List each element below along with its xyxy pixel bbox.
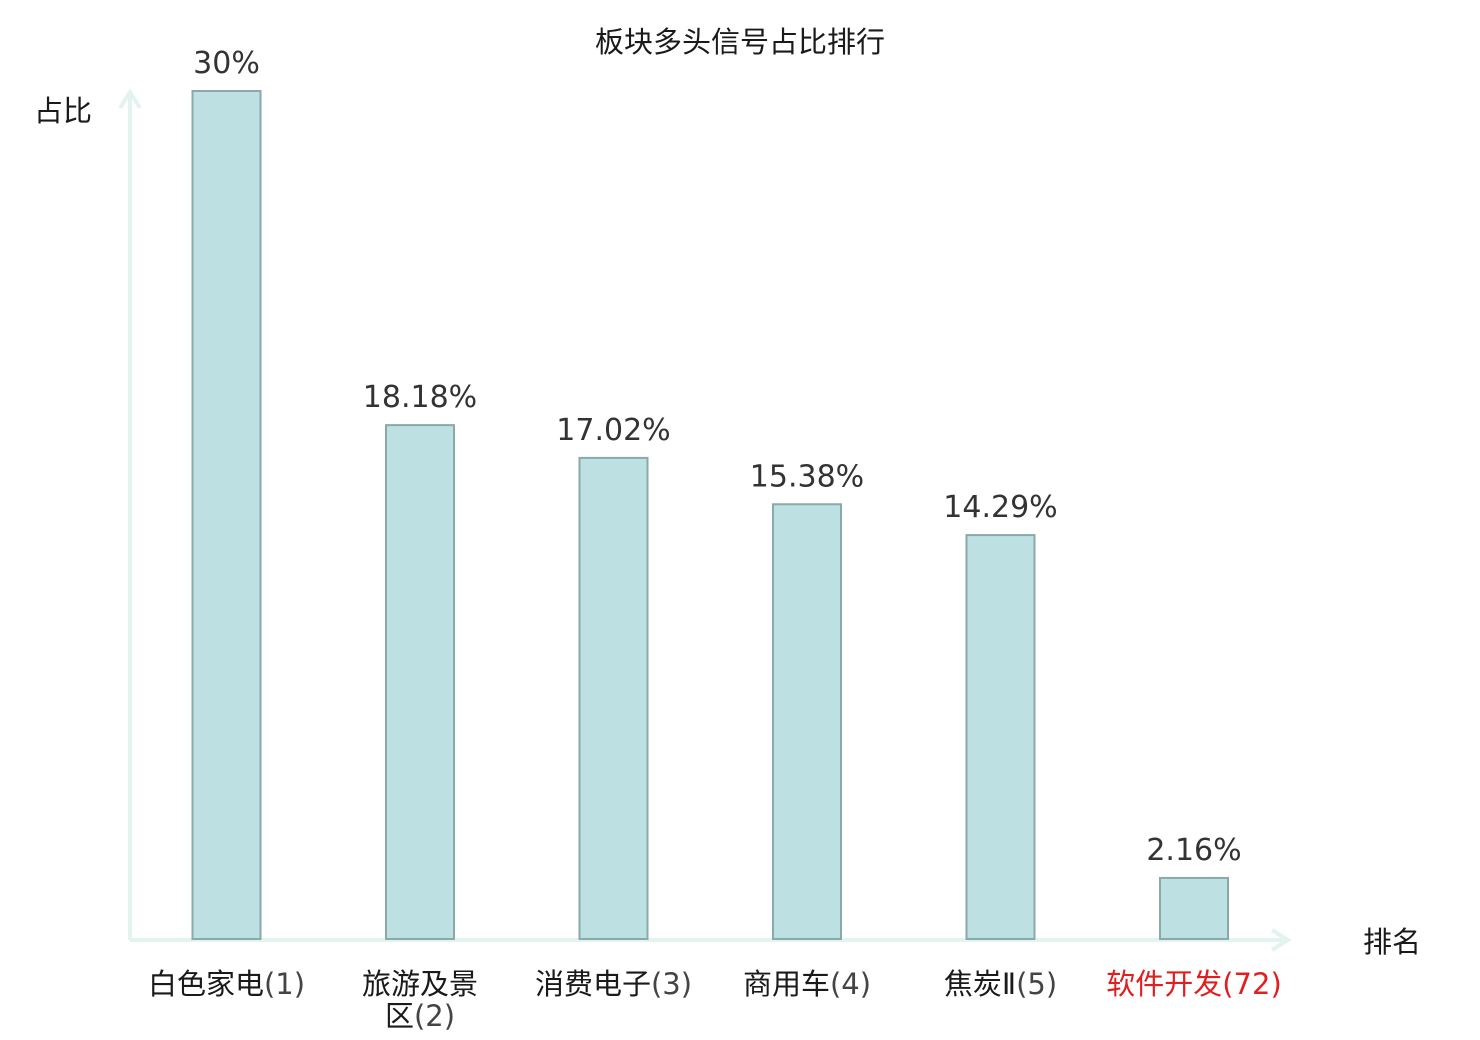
bar-1 [191, 90, 262, 940]
bar-2 [385, 424, 455, 940]
category-rank: (2) [414, 999, 455, 1033]
bar-3 [578, 456, 649, 940]
value-labels-group: 30% 18.18% 17.02% 15.38% 14.29% 2.16% [193, 46, 1242, 868]
x-axis-label: 排名 [1363, 925, 1421, 959]
value-label-3: 17.02% [556, 413, 670, 448]
axes [118, 88, 1292, 952]
bar-6 [1159, 876, 1229, 940]
svg-text:旅游及景区(2): 旅游及景区(2) [362, 967, 478, 1033]
category-labels-group: 白色家电(1) 旅游及景区(2) 消费电子(3) 商用车(4) 焦炭Ⅱ(5) 软件开发(7… [148, 967, 1282, 1033]
category-name: 商用车 [743, 967, 830, 1001]
value-label-6: 2.16% [1146, 833, 1241, 868]
svg-text:消费电子(3): 消费电子(3) [535, 967, 692, 1001]
bar-5 [965, 534, 1036, 940]
category-name: 旅游及景 [362, 967, 478, 1001]
category-name-continued: 区 [385, 999, 414, 1033]
category-name: 白色家电 [148, 967, 264, 1001]
category-label-6: 软件开发(72) [1106, 967, 1282, 1001]
category-rank: (3) [651, 967, 692, 1001]
category-label-4: 商用车(4) [743, 967, 871, 1001]
category-rank: (5) [1016, 967, 1057, 1001]
svg-text:商用车(4): 商用车(4) [743, 967, 871, 1001]
category-label-5: 焦炭Ⅱ(5) [944, 967, 1057, 1001]
category-label-3: 消费电子(3) [535, 967, 692, 1001]
y-axis-label: 占比 [34, 94, 92, 128]
bars-group [191, 90, 1229, 940]
value-label-1: 30% [193, 46, 260, 81]
x-axis-arrow [1270, 928, 1292, 952]
value-label-4: 15.38% [750, 459, 864, 494]
svg-text:焦炭Ⅱ(5): 焦炭Ⅱ(5) [944, 967, 1057, 1001]
category-label-1: 白色家电(1) [148, 967, 305, 1001]
value-label-2: 18.18% [363, 380, 477, 415]
value-label-5: 14.29% [943, 490, 1057, 525]
chart-title: 板块多头信号占比排行 [595, 25, 885, 59]
category-rank: (72) [1222, 967, 1282, 1001]
category-rank: (4) [830, 967, 871, 1001]
y-axis-arrow [118, 88, 142, 110]
category-name: 消费电子 [535, 967, 651, 1001]
category-name: 焦炭Ⅱ [944, 967, 1016, 1001]
svg-text:白色家电(1): 白色家电(1) [148, 967, 305, 1001]
category-label-2: 旅游及景区(2) [362, 967, 478, 1033]
category-rank: (1) [264, 967, 305, 1001]
bar-4 [772, 503, 842, 940]
category-name: 软件开发 [1106, 967, 1222, 1001]
svg-text:软件开发(72): 软件开发(72) [1106, 967, 1282, 1001]
